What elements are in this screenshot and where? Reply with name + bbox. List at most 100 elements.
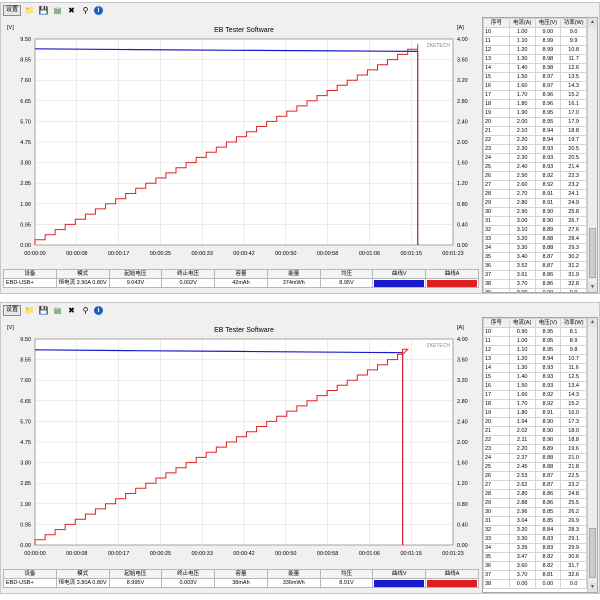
settings-button[interactable]: 设置 [3,4,22,16]
info-icon[interactable]: i [94,305,104,315]
table-row[interactable]: 16 1.50 8.93 13.4 [483,381,587,391]
scrollbar-thumb[interactable] [589,528,596,578]
table-row[interactable]: 17 1.60 8.92 14.3 [483,390,587,400]
table-row[interactable]: 25 2.40 8.93 21.4 [483,162,587,172]
readings-scrollbar[interactable]: ▲ ▼ [587,318,597,592]
table-row[interactable]: 39 0.00 0.00 0.0 [483,288,587,292]
table-row[interactable]: 33 3.20 8.88 28.4 [483,234,587,244]
readings-table[interactable]: 序号 电流(A) 电压(V) 功率(W) 10 1.00 9.00 9.0 11 1.10 8.9… [482,17,598,293]
table-row[interactable]: 30 2.96 8.85 26.2 [483,507,587,517]
table-cell: 29.1 [560,534,587,544]
search-icon[interactable]: ⚲ [82,5,89,15]
save-icon[interactable]: 💾 [38,305,49,315]
table-row[interactable]: 21 2.10 8.94 18.8 [483,126,587,136]
table-row[interactable]: 10 1.00 9.00 9.0 [483,27,587,37]
table-row[interactable]: 26 2.53 8.87 22.5 [483,471,587,481]
y-right-tick-label: 0.00 [457,543,468,549]
chart-icon[interactable]: ▤ [53,305,62,315]
scroll-down-icon[interactable]: ▼ [588,583,597,592]
scroll-up-icon[interactable]: ▲ [588,18,597,27]
table-row[interactable]: 16 1.60 8.97 14.3 [483,81,587,91]
color-swatch[interactable] [374,279,425,287]
table-cell: 30.2 [560,252,587,262]
table-row[interactable]: 14 1.40 8.98 12.6 [483,63,587,73]
table-row[interactable]: 22 2.11 8.90 18.8 [483,435,587,445]
table-row[interactable]: 20 1.94 8.90 17.3 [483,417,587,427]
y-left-tick-label: 7.60 [20,78,31,84]
color-swatch[interactable] [374,579,425,587]
table-row[interactable]: 13 1.20 8.94 10.7 [483,354,587,364]
table-cell: 8.90 [534,417,562,427]
table-row[interactable]: 19 1.80 8.91 16.0 [483,408,587,418]
table-row[interactable]: 20 2.00 8.95 17.9 [483,117,587,127]
settings-button[interactable]: 设置 [3,304,22,316]
table-row[interactable]: 23 2.20 8.89 19.6 [483,444,587,454]
tools-icon[interactable]: ✖ [68,5,75,15]
table-row[interactable]: 31 3.00 8.90 26.7 [483,216,587,226]
readings-scrollbar[interactable]: ▲ ▼ [587,18,597,292]
table-row[interactable]: 37 3.70 8.81 32.6 [483,570,587,580]
table-row[interactable]: 38 0.00 0.00 0.0 [483,579,587,589]
summary-header-cell: 曲线A [425,269,479,279]
save-icon[interactable]: 💾 [38,5,49,15]
table-cell: 12.5 [560,372,587,382]
table-row[interactable]: 18 1.70 8.92 15.2 [483,399,587,409]
table-row[interactable]: 35 3.40 8.87 30.2 [483,252,587,262]
y-right-tick-label: 0.00 [457,243,468,249]
table-row[interactable]: 18 1.80 8.96 16.1 [483,99,587,109]
tools-icon[interactable]: ✖ [68,305,75,315]
table-row[interactable]: 28 2.80 8.86 24.8 [483,489,587,499]
table-row[interactable]: 34 3.39 8.83 29.9 [483,543,587,553]
readings-table[interactable]: 序号 电流(A) 电压(V) 功率(W) 10 0.90 8.95 8.1 11 1.00 8.9… [482,317,598,593]
scroll-down-icon[interactable]: ▼ [588,283,597,292]
table-row[interactable]: 24 2.30 8.93 20.5 [483,153,587,163]
color-swatch[interactable] [427,579,477,587]
table-cell: 38 [483,279,510,289]
readings-header-row: 序号 电流(A) 电压(V) 功率(W) [483,318,587,328]
folder-icon[interactable]: 📁 [24,5,35,15]
table-row[interactable]: 34 3.30 8.88 29.3 [483,243,587,253]
table-row[interactable]: 36 3.60 8.82 31.7 [483,561,587,571]
table-row[interactable]: 31 3.04 8.85 26.9 [483,516,587,526]
table-row[interactable]: 36 3.52 8.87 31.2 [483,261,587,271]
info-icon[interactable]: i [94,5,104,15]
table-row[interactable]: 24 2.37 8.88 21.0 [483,453,587,463]
table-row[interactable]: 12 1.10 8.95 9.8 [483,345,587,355]
table-row[interactable]: 33 3.30 8.83 29.1 [483,534,587,544]
table-row[interactable]: 11 1.00 8.95 8.9 [483,336,587,346]
table-row[interactable]: 26 2.50 8.92 22.3 [483,171,587,181]
table-cell: 8.82 [534,561,562,571]
search-icon[interactable]: ⚲ [82,305,89,315]
table-cell: 8.96 [534,99,562,109]
table-row[interactable]: 30 2.90 8.90 25.8 [483,207,587,217]
table-row[interactable]: 14 1.30 8.93 11.6 [483,363,587,373]
table-row[interactable]: 15 1.50 8.97 13.5 [483,72,587,82]
table-row[interactable]: 27 2.60 8.92 23.2 [483,180,587,190]
table-row[interactable]: 37 3.61 8.86 31.9 [483,270,587,280]
chart-icon[interactable]: ▤ [53,5,62,15]
table-row[interactable]: 27 2.62 8.87 23.2 [483,480,587,490]
table-row[interactable]: 25 2.45 8.88 21.8 [483,462,587,472]
table-row[interactable]: 22 2.20 8.94 19.7 [483,135,587,145]
table-row[interactable]: 15 1.40 8.93 12.5 [483,372,587,382]
table-row[interactable]: 35 3.47 8.82 30.6 [483,552,587,562]
color-swatch[interactable] [427,279,477,287]
scrollbar-thumb[interactable] [589,228,596,278]
table-row[interactable]: 32 3.20 8.84 28.3 [483,525,587,535]
table-row[interactable]: 13 1.30 8.98 11.7 [483,54,587,64]
table-row[interactable]: 12 1.20 8.99 10.8 [483,45,587,55]
table-cell: 2.60 [508,180,536,190]
table-row[interactable]: 29 2.88 8.86 25.5 [483,498,587,508]
table-row[interactable]: 32 3.10 8.89 27.6 [483,225,587,235]
table-row[interactable]: 21 2.02 8.90 18.0 [483,426,587,436]
table-row[interactable]: 28 2.70 8.91 24.1 [483,189,587,199]
folder-icon[interactable]: 📁 [24,305,35,315]
table-row[interactable]: 29 2.80 8.91 24.9 [483,198,587,208]
table-row[interactable]: 11 1.10 8.99 9.9 [483,36,587,46]
table-row[interactable]: 38 3.70 8.86 32.8 [483,279,587,289]
table-row[interactable]: 17 1.70 8.96 15.2 [483,90,587,100]
table-row[interactable]: 23 2.30 8.93 20.5 [483,144,587,154]
table-row[interactable]: 10 0.90 8.95 8.1 [483,327,587,337]
table-row[interactable]: 19 1.90 8.95 17.0 [483,108,587,118]
scroll-up-icon[interactable]: ▲ [588,318,597,327]
